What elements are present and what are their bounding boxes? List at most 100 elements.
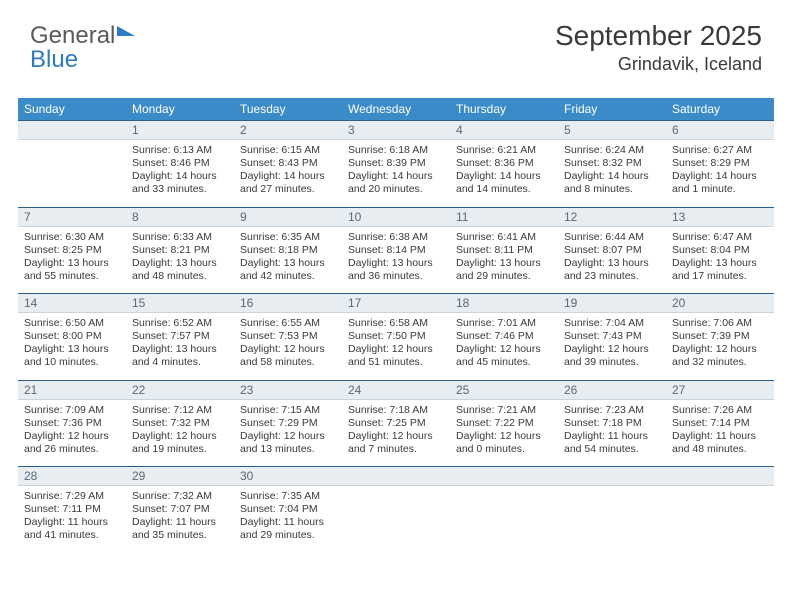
day-cell: Sunrise: 6:44 AMSunset: 8:07 PMDaylight:… bbox=[558, 227, 666, 294]
sunrise-text: Sunrise: 6:21 AM bbox=[456, 144, 552, 157]
dow-sunday: Sunday bbox=[18, 98, 126, 120]
dow-monday: Monday bbox=[126, 98, 234, 120]
daylight-text-2: and 27 minutes. bbox=[240, 183, 336, 196]
day-cell: Sunrise: 6:55 AMSunset: 7:53 PMDaylight:… bbox=[234, 313, 342, 380]
daylight-text-2: and 7 minutes. bbox=[348, 443, 444, 456]
daylight-text: Daylight: 13 hours bbox=[672, 257, 768, 270]
week-row: Sunrise: 7:29 AMSunset: 7:11 PMDaylight:… bbox=[18, 486, 774, 553]
day-cell: Sunrise: 7:35 AMSunset: 7:04 PMDaylight:… bbox=[234, 486, 342, 553]
daylight-text-2: and 45 minutes. bbox=[456, 356, 552, 369]
daylight-text: Daylight: 11 hours bbox=[24, 516, 120, 529]
daylight-text: Daylight: 12 hours bbox=[132, 430, 228, 443]
daylight-text: Daylight: 13 hours bbox=[24, 257, 120, 270]
sunrise-text: Sunrise: 6:50 AM bbox=[24, 317, 120, 330]
daylight-text: Daylight: 14 hours bbox=[348, 170, 444, 183]
day-number bbox=[342, 467, 450, 485]
day-number: 30 bbox=[234, 467, 342, 485]
daynum-row: 28 29 30 bbox=[18, 466, 774, 486]
week-row: Sunrise: 6:50 AMSunset: 8:00 PMDaylight:… bbox=[18, 313, 774, 380]
day-number: 5 bbox=[558, 121, 666, 139]
week-row: Sunrise: 6:13 AMSunset: 8:46 PMDaylight:… bbox=[18, 140, 774, 207]
day-cell: Sunrise: 6:58 AMSunset: 7:50 PMDaylight:… bbox=[342, 313, 450, 380]
sunrise-text: Sunrise: 6:35 AM bbox=[240, 231, 336, 244]
sunrise-text: Sunrise: 6:41 AM bbox=[456, 231, 552, 244]
day-cell: Sunrise: 6:18 AMSunset: 8:39 PMDaylight:… bbox=[342, 140, 450, 207]
daylight-text-2: and 32 minutes. bbox=[672, 356, 768, 369]
day-number: 23 bbox=[234, 381, 342, 399]
daylight-text: Daylight: 13 hours bbox=[240, 257, 336, 270]
day-cell bbox=[450, 486, 558, 553]
day-number: 27 bbox=[666, 381, 774, 399]
sunset-text: Sunset: 7:14 PM bbox=[672, 417, 768, 430]
brand-triangle-icon bbox=[117, 26, 135, 36]
daylight-text-2: and 54 minutes. bbox=[564, 443, 660, 456]
day-cell bbox=[558, 486, 666, 553]
day-number: 10 bbox=[342, 208, 450, 226]
day-number: 9 bbox=[234, 208, 342, 226]
day-number: 20 bbox=[666, 294, 774, 312]
sunset-text: Sunset: 8:32 PM bbox=[564, 157, 660, 170]
daylight-text: Daylight: 11 hours bbox=[132, 516, 228, 529]
daylight-text-2: and 20 minutes. bbox=[348, 183, 444, 196]
sunset-text: Sunset: 7:32 PM bbox=[132, 417, 228, 430]
daylight-text-2: and 51 minutes. bbox=[348, 356, 444, 369]
location-subtitle: Grindavik, Iceland bbox=[555, 54, 762, 75]
daylight-text: Daylight: 14 hours bbox=[456, 170, 552, 183]
daylight-text: Daylight: 14 hours bbox=[132, 170, 228, 183]
week-row: Sunrise: 7:09 AMSunset: 7:36 PMDaylight:… bbox=[18, 400, 774, 467]
day-cell: Sunrise: 6:38 AMSunset: 8:14 PMDaylight:… bbox=[342, 227, 450, 294]
day-number: 12 bbox=[558, 208, 666, 226]
sunset-text: Sunset: 7:29 PM bbox=[240, 417, 336, 430]
sunrise-text: Sunrise: 7:01 AM bbox=[456, 317, 552, 330]
sunrise-text: Sunrise: 7:26 AM bbox=[672, 404, 768, 417]
daylight-text: Daylight: 12 hours bbox=[564, 343, 660, 356]
sunset-text: Sunset: 7:07 PM bbox=[132, 503, 228, 516]
day-of-week-header: Sunday Monday Tuesday Wednesday Thursday… bbox=[18, 98, 774, 120]
day-cell: Sunrise: 7:12 AMSunset: 7:32 PMDaylight:… bbox=[126, 400, 234, 467]
daylight-text-2: and 0 minutes. bbox=[456, 443, 552, 456]
sunset-text: Sunset: 8:04 PM bbox=[672, 244, 768, 257]
day-cell: Sunrise: 6:27 AMSunset: 8:29 PMDaylight:… bbox=[666, 140, 774, 207]
day-number bbox=[18, 121, 126, 139]
day-cell: Sunrise: 6:52 AMSunset: 7:57 PMDaylight:… bbox=[126, 313, 234, 380]
day-number: 22 bbox=[126, 381, 234, 399]
day-number: 11 bbox=[450, 208, 558, 226]
sunrise-text: Sunrise: 7:15 AM bbox=[240, 404, 336, 417]
day-number bbox=[558, 467, 666, 485]
daylight-text-2: and 26 minutes. bbox=[24, 443, 120, 456]
header-right: September 2025 Grindavik, Iceland bbox=[555, 20, 762, 75]
day-number: 28 bbox=[18, 467, 126, 485]
daylight-text: Daylight: 12 hours bbox=[240, 430, 336, 443]
day-cell: Sunrise: 7:26 AMSunset: 7:14 PMDaylight:… bbox=[666, 400, 774, 467]
day-cell: Sunrise: 6:30 AMSunset: 8:25 PMDaylight:… bbox=[18, 227, 126, 294]
day-cell: Sunrise: 6:33 AMSunset: 8:21 PMDaylight:… bbox=[126, 227, 234, 294]
daylight-text: Daylight: 14 hours bbox=[564, 170, 660, 183]
day-number: 14 bbox=[18, 294, 126, 312]
day-cell: Sunrise: 7:04 AMSunset: 7:43 PMDaylight:… bbox=[558, 313, 666, 380]
day-number: 26 bbox=[558, 381, 666, 399]
sunset-text: Sunset: 7:39 PM bbox=[672, 330, 768, 343]
day-cell: Sunrise: 6:50 AMSunset: 8:00 PMDaylight:… bbox=[18, 313, 126, 380]
daylight-text: Daylight: 14 hours bbox=[672, 170, 768, 183]
daylight-text-2: and 58 minutes. bbox=[240, 356, 336, 369]
day-number: 3 bbox=[342, 121, 450, 139]
daylight-text: Daylight: 13 hours bbox=[132, 257, 228, 270]
sunset-text: Sunset: 7:46 PM bbox=[456, 330, 552, 343]
sunrise-text: Sunrise: 7:04 AM bbox=[564, 317, 660, 330]
day-cell: Sunrise: 6:21 AMSunset: 8:36 PMDaylight:… bbox=[450, 140, 558, 207]
sunset-text: Sunset: 8:29 PM bbox=[672, 157, 768, 170]
dow-saturday: Saturday bbox=[666, 98, 774, 120]
daylight-text-2: and 17 minutes. bbox=[672, 270, 768, 283]
day-number: 8 bbox=[126, 208, 234, 226]
daylight-text-2: and 19 minutes. bbox=[132, 443, 228, 456]
daylight-text: Daylight: 12 hours bbox=[456, 343, 552, 356]
sunset-text: Sunset: 8:43 PM bbox=[240, 157, 336, 170]
sunrise-text: Sunrise: 6:58 AM bbox=[348, 317, 444, 330]
sunset-text: Sunset: 7:11 PM bbox=[24, 503, 120, 516]
day-number: 15 bbox=[126, 294, 234, 312]
daylight-text: Daylight: 12 hours bbox=[348, 343, 444, 356]
sunrise-text: Sunrise: 6:55 AM bbox=[240, 317, 336, 330]
day-cell: Sunrise: 7:32 AMSunset: 7:07 PMDaylight:… bbox=[126, 486, 234, 553]
daylight-text-2: and 48 minutes. bbox=[132, 270, 228, 283]
sunset-text: Sunset: 8:21 PM bbox=[132, 244, 228, 257]
